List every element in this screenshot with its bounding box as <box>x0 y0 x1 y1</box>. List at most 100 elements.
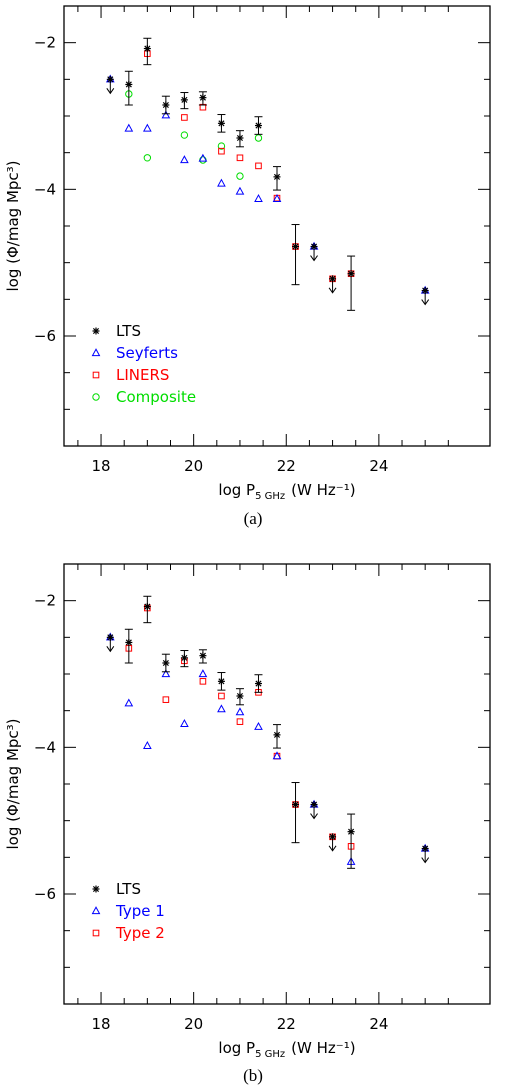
asterisk-marker <box>421 845 429 853</box>
y-axis-label: log (Φ/mag Mpc³) <box>4 718 22 849</box>
triangle-marker <box>91 348 101 357</box>
asterisk-marker <box>329 833 337 841</box>
panel-caption: (b) <box>243 1066 263 1085</box>
error-bar <box>347 255 356 311</box>
triangle-marker <box>235 186 245 195</box>
square-marker <box>218 692 225 700</box>
triangle-marker <box>161 110 171 119</box>
chart-panel-1: 18 20 22 24 −2 −4 −6 log P5 GHz (W Hz⁻¹) log (Φ/m… <box>4 5 491 528</box>
x-axis-label: log P5 GHz (W Hz⁻¹) <box>218 1039 355 1060</box>
legend-item: Type 2 <box>92 924 165 942</box>
x-tick-label: 20 <box>184 457 203 475</box>
series-type-1 <box>105 632 430 865</box>
square-marker <box>181 114 188 121</box>
y-tick-label: −2 <box>34 592 56 610</box>
circle-marker <box>236 172 244 180</box>
y-tick-label: −2 <box>34 34 56 52</box>
asterisk-marker <box>125 80 133 88</box>
square-marker <box>218 147 225 155</box>
chart-panel-2: 18 20 22 24 −2 −4 −6 log P5 GHz (W Hz⁻¹) log (Φ/m… <box>4 563 491 1085</box>
legend: LTS Seyferts LINERS Composite <box>91 322 196 406</box>
legend-item: LTS <box>92 880 141 898</box>
asterisk-marker <box>106 75 114 83</box>
x-tick-label: 22 <box>277 457 296 475</box>
triangle-marker <box>91 906 101 915</box>
asterisk-marker <box>217 677 225 685</box>
legend-label: LTS <box>116 880 141 898</box>
square-marker <box>236 718 244 725</box>
series-seyferts <box>105 74 430 294</box>
circle-marker <box>199 156 207 164</box>
legend-item: Seyferts <box>91 344 178 362</box>
asterisk-marker <box>125 638 133 646</box>
square-marker <box>92 371 100 379</box>
asterisk-marker <box>292 801 300 809</box>
square-marker <box>236 154 244 162</box>
series-composite <box>125 90 263 180</box>
asterisk-marker <box>236 692 244 700</box>
asterisk-marker <box>236 134 244 142</box>
triangle-marker <box>124 698 134 707</box>
error-bar <box>124 70 133 106</box>
error-bar <box>347 813 356 869</box>
x-tick-label: 22 <box>277 1015 296 1033</box>
triangle-marker <box>272 194 282 202</box>
triangle-marker <box>143 123 152 132</box>
y-tick-label: −6 <box>34 327 56 345</box>
legend-label: LINERS <box>116 366 169 384</box>
triangle-marker <box>272 751 282 760</box>
x-tick-label: 18 <box>91 457 110 475</box>
legend: LTS Type 1 Type 2 <box>91 880 165 942</box>
series-liners <box>144 50 355 283</box>
legend-item: Composite <box>92 388 196 406</box>
legend-label: Seyferts <box>116 344 178 362</box>
circle-marker <box>143 154 152 162</box>
legend-label: LTS <box>116 322 141 340</box>
triangle-marker <box>235 707 245 716</box>
x-tick-label: 24 <box>369 1015 388 1033</box>
asterisk-marker <box>92 327 100 335</box>
triangle-marker <box>198 669 208 678</box>
asterisk-marker <box>143 603 151 611</box>
x-tick-label: 20 <box>184 1015 203 1033</box>
legend-label: Composite <box>116 388 196 406</box>
triangle-marker <box>124 123 134 132</box>
asterisk-marker <box>273 731 281 739</box>
triangle-marker <box>254 194 263 202</box>
x-axis-label: log P5 GHz (W Hz⁻¹) <box>218 481 355 502</box>
circle-marker <box>254 134 263 142</box>
legend-label: Type 1 <box>115 902 165 920</box>
panel-caption: (a) <box>244 509 263 528</box>
error-bar <box>291 224 300 286</box>
asterisk-marker <box>254 122 262 130</box>
x-tick-label: 18 <box>91 1015 110 1033</box>
circle-marker <box>217 142 226 150</box>
asterisk-marker <box>106 633 114 641</box>
asterisk-marker <box>254 680 262 688</box>
legend-item: Type 1 <box>91 902 165 920</box>
series-lts <box>106 37 430 311</box>
y-axis-label: log (Φ/mag Mpc³) <box>4 160 22 291</box>
asterisk-marker <box>143 45 151 53</box>
y-tick-label: −6 <box>34 885 56 903</box>
error-bar <box>124 628 133 664</box>
square-marker <box>162 696 170 703</box>
square-marker <box>92 929 100 937</box>
legend-item: LTS <box>92 322 141 340</box>
asterisk-marker <box>199 94 207 102</box>
asterisk-marker <box>310 243 318 251</box>
triangle-marker <box>180 155 189 164</box>
asterisk-marker <box>162 101 170 109</box>
legend-item: LINERS <box>92 366 169 384</box>
square-marker <box>199 678 207 685</box>
triangle-marker <box>198 153 208 162</box>
asterisk-marker <box>310 801 318 809</box>
triangle-marker <box>180 719 189 727</box>
y-tick-label: −4 <box>34 180 56 198</box>
asterisk-marker <box>329 275 337 283</box>
asterisk-marker <box>347 270 355 278</box>
triangle-marker <box>254 721 263 730</box>
asterisk-marker <box>92 885 100 893</box>
circle-marker <box>92 393 100 401</box>
